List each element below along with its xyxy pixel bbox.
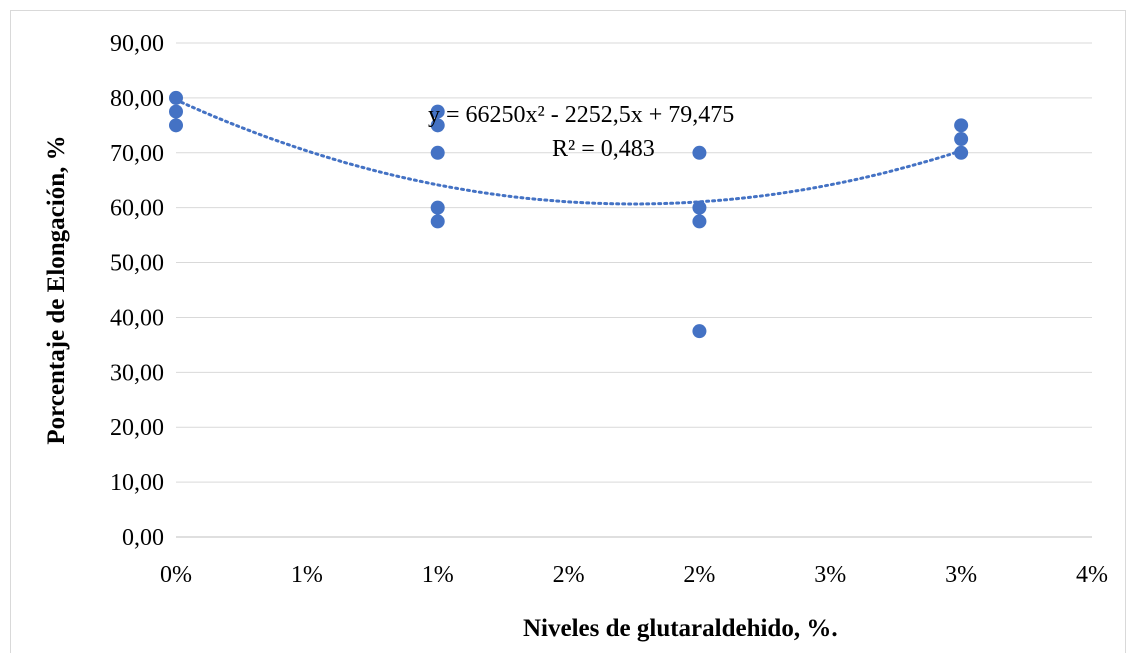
data-point bbox=[692, 145, 707, 160]
data-point bbox=[430, 118, 445, 133]
data-point bbox=[692, 200, 707, 215]
data-point bbox=[169, 118, 183, 133]
x-tick-label: 2% bbox=[553, 562, 585, 588]
data-point bbox=[692, 324, 707, 339]
x-tick-label: 3% bbox=[945, 562, 977, 588]
trendline-equation: y = 66250x² - 2252,5x + 79,475 bbox=[428, 102, 734, 128]
chart-area bbox=[10, 10, 1126, 653]
trendline bbox=[174, 98, 963, 206]
y-tick-label: 80,00 bbox=[110, 86, 164, 112]
x-axis-title: Niveles de glutaraldehido, %. bbox=[523, 615, 838, 642]
trendline-layer bbox=[174, 98, 963, 206]
x-tick-label: 0% bbox=[160, 562, 192, 588]
data-point bbox=[169, 104, 183, 119]
y-tick-label: 70,00 bbox=[110, 141, 164, 167]
y-tick-label: 30,00 bbox=[110, 360, 164, 386]
data-point bbox=[430, 214, 445, 229]
y-axis-title: Porcentaje de Elongación, % bbox=[43, 135, 70, 444]
y-tick-labels: 0,00 10,00 20,00 30,00 40,00 50,00 60,00 70,00 8… bbox=[110, 31, 164, 551]
data-point bbox=[692, 214, 707, 229]
x-tick-label: 1% bbox=[291, 562, 323, 588]
y-tick-label: 90,00 bbox=[110, 31, 164, 57]
y-tick-label: 40,00 bbox=[110, 305, 164, 331]
data-point bbox=[954, 145, 969, 160]
data-point bbox=[169, 90, 183, 105]
x-tick-label: 3% bbox=[814, 562, 846, 588]
y-tick-label: 10,00 bbox=[110, 470, 164, 496]
gridlines bbox=[176, 42, 1092, 538]
x-tick-label: 1% bbox=[422, 562, 454, 588]
y-tick-label: 20,00 bbox=[110, 415, 164, 441]
x-tick-label: 2% bbox=[683, 562, 715, 588]
y-tick-label: 60,00 bbox=[110, 196, 164, 222]
x-tick-label: 4% bbox=[1076, 562, 1108, 588]
data-points bbox=[169, 90, 969, 339]
trendline-r-squared: R² = 0,483 bbox=[552, 136, 655, 162]
y-tick-label: 0,00 bbox=[122, 525, 164, 551]
data-point bbox=[954, 118, 969, 133]
data-point bbox=[430, 145, 445, 160]
data-point bbox=[954, 132, 969, 147]
data-point bbox=[430, 104, 445, 119]
y-tick-label: 50,00 bbox=[110, 251, 164, 277]
x-tick-labels: 0% 1% 1% 2% 2% 3% 3% 4% bbox=[160, 562, 1108, 588]
data-point bbox=[430, 200, 445, 215]
